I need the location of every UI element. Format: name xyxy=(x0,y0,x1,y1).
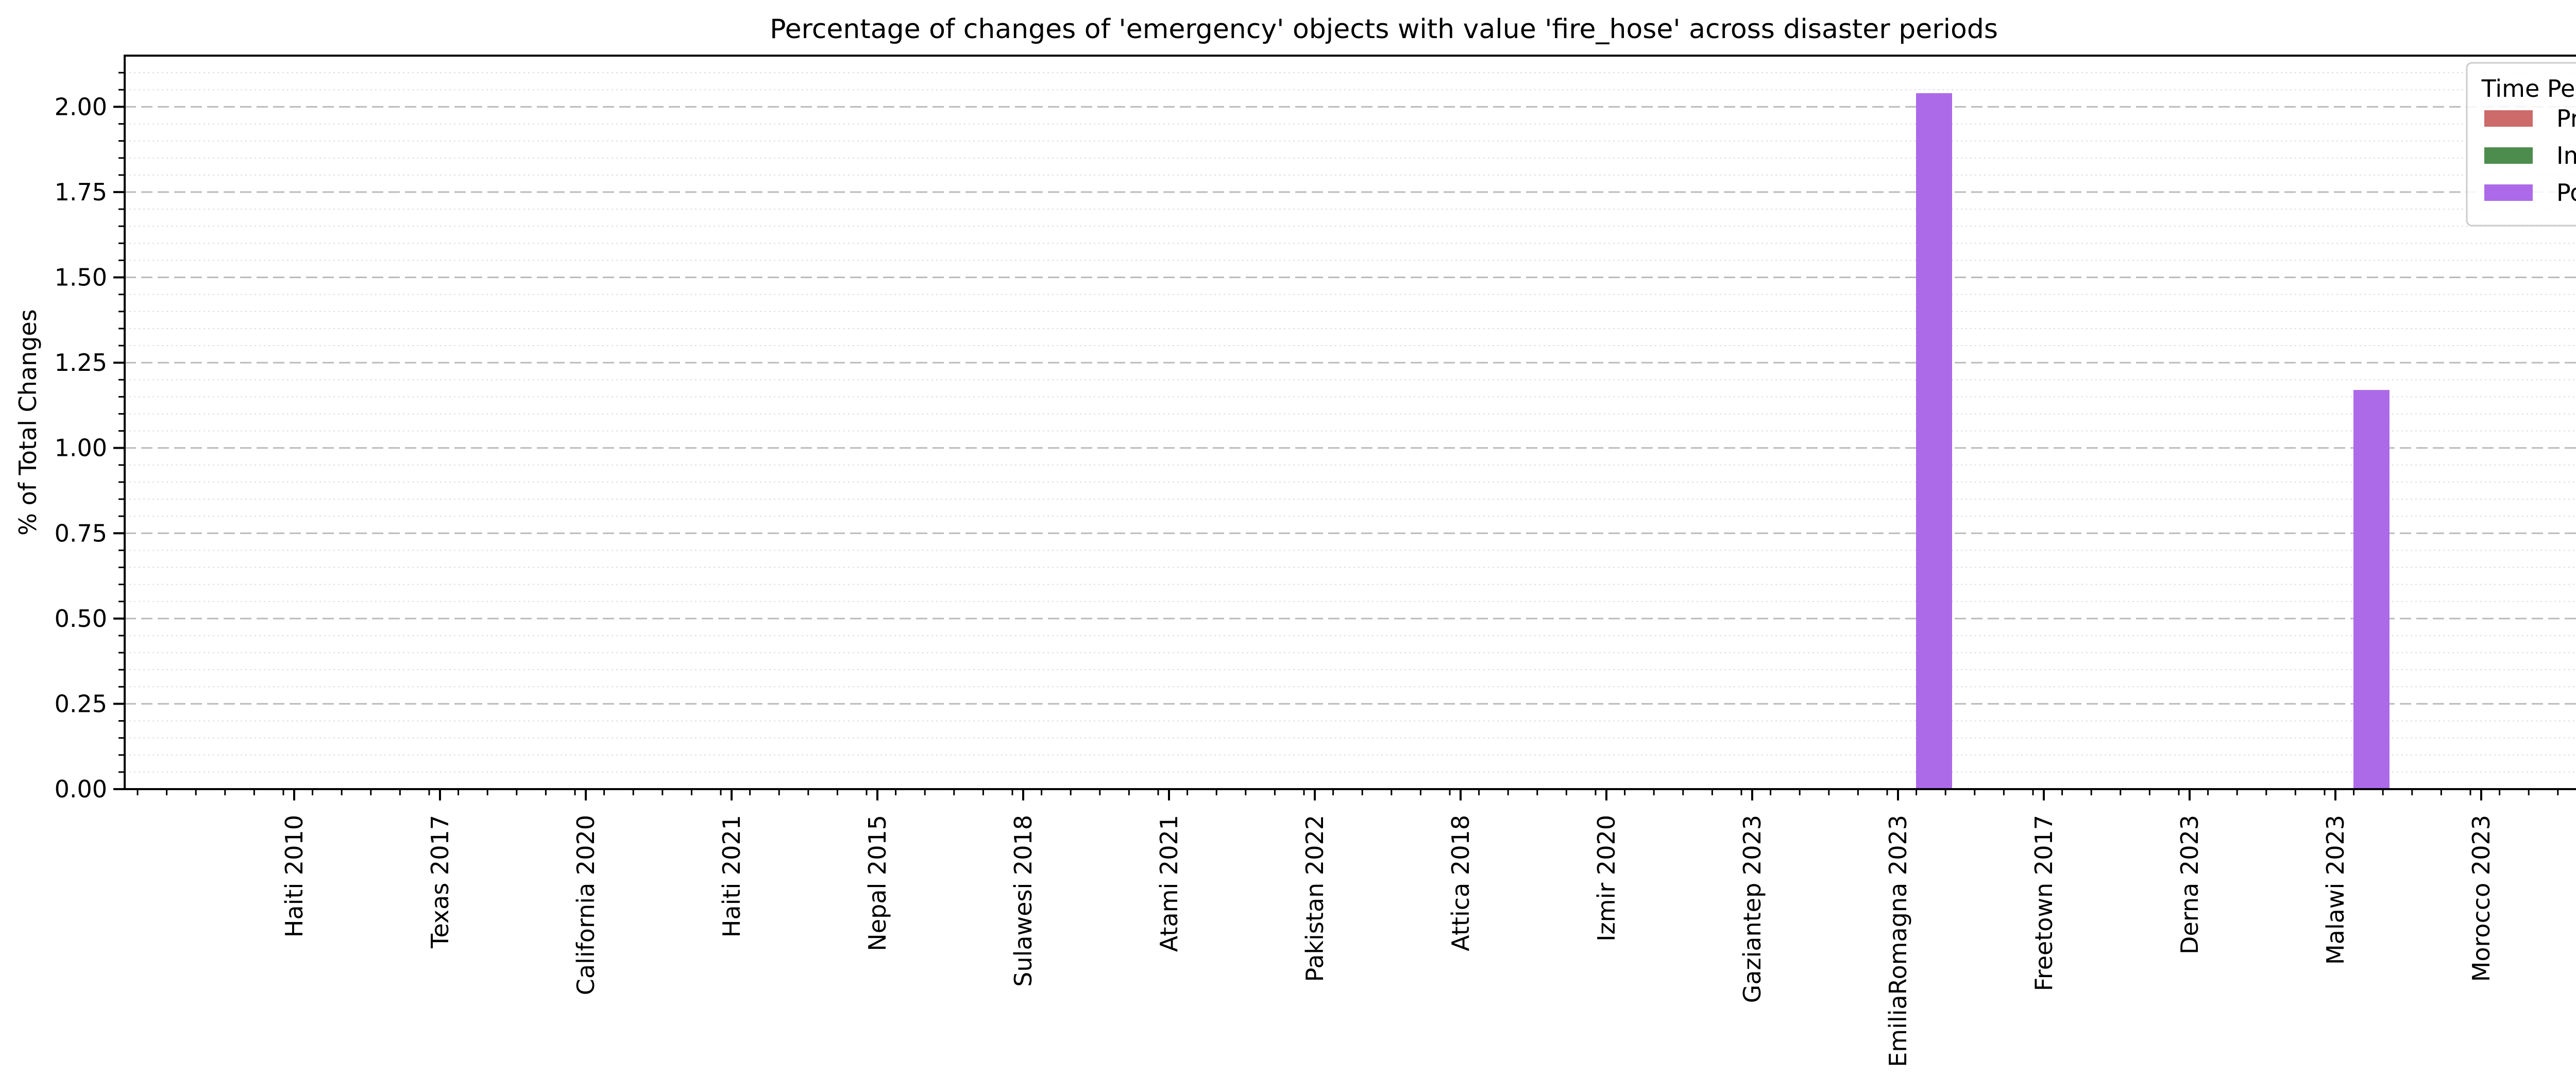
x-tick-label: Gaziantep 2023 xyxy=(1738,815,1766,1003)
x-tick-label: Sulawesi 2018 xyxy=(1009,815,1037,987)
bar-post-malawi-2023 xyxy=(2353,390,2389,789)
legend: Time Period Pre Imm Post xyxy=(2466,62,2576,227)
y-tick-label: 0.75 xyxy=(55,519,107,547)
y-tick-label: 1.50 xyxy=(55,264,107,292)
x-tick-label: Freetown 2017 xyxy=(2030,815,2058,991)
x-tick-label: Attica 2018 xyxy=(1447,815,1475,951)
legend-label-post: Post xyxy=(2556,179,2576,207)
grid xyxy=(125,72,2576,773)
legend-label-pre: Pre xyxy=(2556,105,2576,132)
y-tick-label: 1.75 xyxy=(55,178,107,206)
y-tick-label: 0.50 xyxy=(55,605,107,633)
y-tick-label: 0.25 xyxy=(55,690,107,718)
x-tick-label: EmiliaRomagna 2023 xyxy=(1884,815,1912,1067)
x-tick-label: Izmir 2020 xyxy=(1592,815,1620,942)
legend-swatch-post xyxy=(2484,184,2533,201)
y-tick-label: 1.00 xyxy=(55,434,107,462)
x-tick-label: Malawi 2023 xyxy=(2321,815,2349,965)
y-tick-label: 2.00 xyxy=(55,93,107,121)
x-tick-label: Haiti 2021 xyxy=(718,815,745,937)
legend-swatch-imm xyxy=(2484,147,2533,164)
legend-items: Pre Imm Post xyxy=(2484,105,2576,207)
x-tick-label: California 2020 xyxy=(572,815,600,995)
x-tick-label: Pakistan 2022 xyxy=(1301,815,1329,982)
y-tick-label: 1.25 xyxy=(55,349,107,377)
x-tick-label: Morocco 2023 xyxy=(2467,815,2495,982)
legend-title: Time Period xyxy=(2481,75,2576,103)
bars xyxy=(1916,93,2389,789)
legend-label-imm: Imm xyxy=(2556,142,2576,169)
x-axis: Haiti 2010 Texas 2017 California 2020 Haiti… xyxy=(137,789,2559,1067)
x-tick-label: Atami 2021 xyxy=(1155,815,1183,952)
y-tick-label: 0.00 xyxy=(55,775,107,803)
x-tick-label: Derna 2023 xyxy=(2176,815,2204,954)
x-tick-label: Texas 2017 xyxy=(426,815,454,949)
bar-post-emiliaromagna-2023 xyxy=(1916,93,1952,789)
y-axis: 0.00 0.25 0.50 0.75 1.00 1.25 1.50 1.75 2.00 xyxy=(55,72,125,803)
x-tick-label: Nepal 2015 xyxy=(863,815,891,951)
x-tick-label: Haiti 2010 xyxy=(280,815,308,937)
legend-swatch-pre xyxy=(2484,110,2533,127)
y-axis-label: % of Total Changes xyxy=(14,309,42,535)
chart-title: Percentage of changes of 'emergency' obj… xyxy=(770,14,1998,45)
plot-frame xyxy=(124,55,2576,790)
